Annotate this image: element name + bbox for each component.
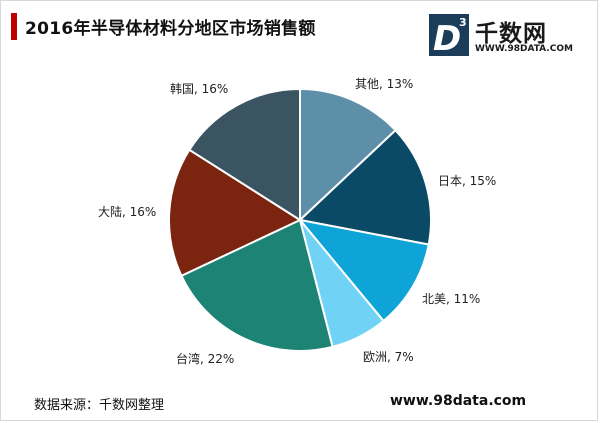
d3-logo-icon: D 3	[429, 14, 469, 58]
pie-label-4: 欧洲, 7%	[363, 350, 414, 364]
pie-label-7: 韩国, 16%	[170, 81, 228, 96]
pie-slice-2	[297, 128, 432, 246]
logo-mark-letter: D	[433, 19, 461, 58]
chart-title: 2016年半导体材料分地区市场销售额	[25, 19, 316, 39]
pie-label-2: 日本, 15%	[438, 174, 496, 188]
website-url: www.98data.com	[390, 393, 527, 409]
title-accent-bar	[11, 13, 17, 40]
pie-labels: 其他, 13% 日本, 15% 北美, 11% 欧洲, 7% 台湾, 22% 大陆, 16…	[98, 77, 496, 366]
data-source-note: 数据来源：千数网整理	[34, 398, 165, 413]
pie-slice-3	[297, 218, 430, 323]
pie-slice-1	[299, 87, 397, 223]
logo-mark-sup: 3	[459, 16, 467, 29]
pie-label-1: 其他, 13%	[355, 77, 413, 91]
brand-logo: D 3 千数网 WWW.98DATA.COM	[427, 12, 577, 60]
pie-slice-5	[180, 218, 334, 352]
pie-slice-7	[188, 87, 301, 222]
logo-url: WWW.98DATA.COM	[475, 44, 573, 54]
pie-label-5: 台湾, 22%	[176, 351, 234, 366]
logo-name: 千数网	[475, 21, 547, 47]
pie-label-3: 北美, 11%	[422, 292, 480, 306]
pie-slices	[168, 87, 432, 352]
pie-slice-6	[168, 148, 303, 278]
pie-label-6: 大陆, 16%	[98, 204, 156, 219]
